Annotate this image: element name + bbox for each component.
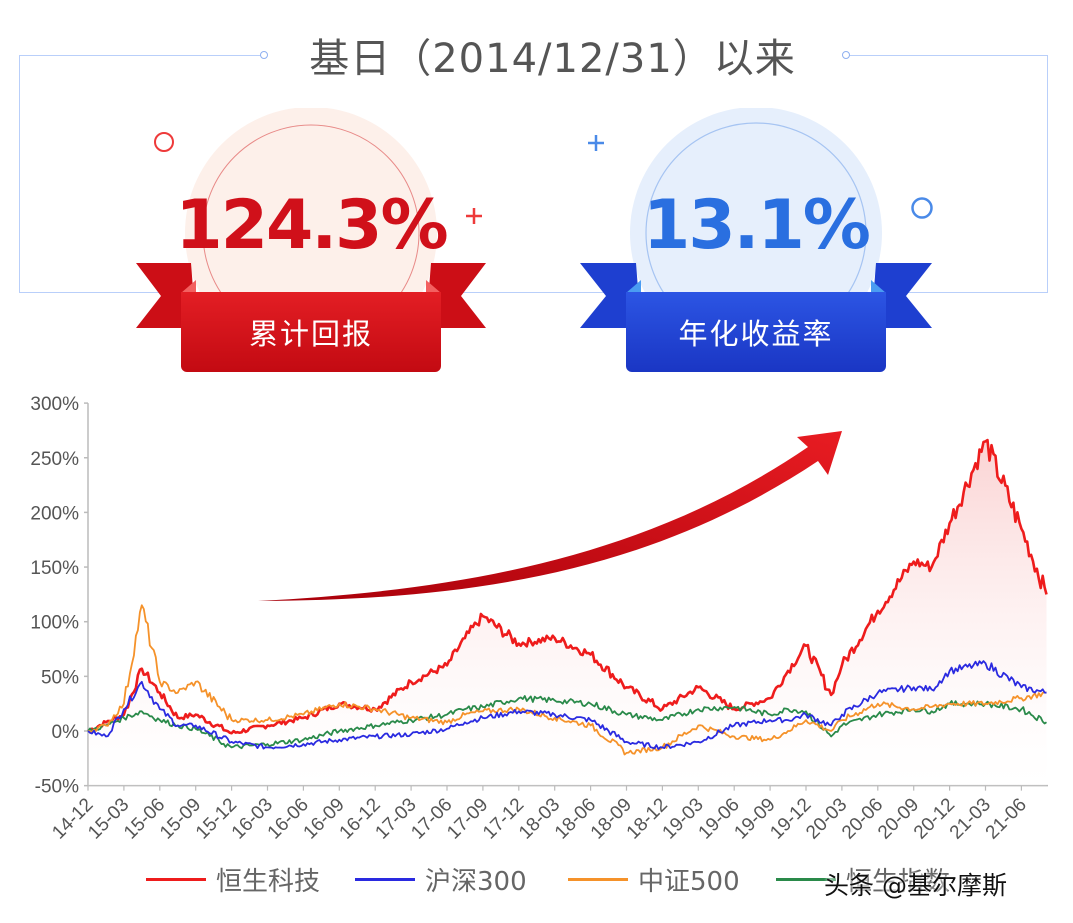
watermark: 头条 @基尔摩斯 [824,871,1007,900]
frame-top-line-right [848,55,1048,56]
y-tick-label: 150% [30,558,79,579]
x-tick-label: 18-09 [587,794,636,843]
y-tick-label: 300% [30,394,79,415]
x-tick-label: 16-12 [336,794,385,843]
page-title: 基日（2014/12/31）以来 [309,36,796,82]
y-axis: 300% 250% 200% 150% 100% 50% 0% -50% [30,394,89,798]
x-tick-label: 17-06 [407,794,456,843]
series-line-2 [88,604,1047,756]
x-tick-label: 18-03 [515,794,564,843]
plus-icon [466,208,482,224]
chart-legend: 恒生科技 沪深300 中证500 恒生指数 [0,862,1073,897]
x-tick-label: 18-06 [551,794,600,843]
x-tick-label: 16-09 [300,794,349,843]
y-tick-label: 200% [30,503,79,524]
x-tick-label: 20-12 [910,794,959,843]
cumulative-return-value: 124.3% [175,186,448,265]
x-tick-label: 20-03 [802,794,851,843]
frame-dot-right-icon [842,51,850,59]
x-tick-label: 20-06 [838,794,887,843]
legend-swatch [146,877,206,881]
y-tick-label: -50% [35,777,79,798]
plus-icon [588,135,604,151]
performance-line-chart: 300% 250% 200% 150% 100% 50% 0% -50% 14-1215-03… [30,394,1048,844]
legend-item-hsi[interactable]: 恒生指数 [776,862,951,897]
series-line-0 [87,438,1048,735]
x-tick-label: 21-03 [946,794,995,843]
legend-label: 沪深300 [425,866,527,897]
x-tick-label: 16-03 [228,794,277,843]
y-tick-label: 100% [30,613,79,634]
legend-item-csi300[interactable]: 沪深300 [355,862,527,897]
x-tick-label: 15-12 [192,794,241,843]
legend-label: 中证500 [638,866,740,897]
x-tick-label: 15-03 [84,794,133,843]
legend-item-hstech[interactable]: 恒生科技 [146,862,321,897]
annualized-return-value: 13.1% [643,186,871,265]
y-tick-label: 250% [30,449,79,470]
legend-item-csi500[interactable]: 中证500 [568,862,740,897]
cumulative-return-badge: 124.3% 累计回报 [136,108,486,373]
legend-swatch [568,877,628,881]
annualized-return-label: 年化收益率 [626,292,886,372]
x-tick-label: 17-03 [371,794,420,843]
header-frame [19,55,1048,293]
legend-label: 恒生指数 [846,866,951,897]
x-tick-label: 19-09 [730,794,779,843]
x-tick-label: 19-06 [695,794,744,843]
x-tick-label: 15-09 [156,794,205,843]
hstech-area-fill [88,440,1047,786]
legend-swatch [355,877,415,881]
y-tick-label: 50% [41,667,79,688]
y-tick-label: 0% [52,722,80,743]
ring-icon [154,132,174,152]
ring-icon [911,197,933,219]
series-line-3 [87,695,1047,750]
x-tick-label: 19-03 [659,794,708,843]
x-tick-label: 19-12 [766,794,815,843]
x-tick-label: 14-12 [48,794,97,843]
x-tick-label: 20-09 [874,794,923,843]
x-tick-label: 18-12 [623,794,672,843]
x-tick-label: 17-09 [443,794,492,843]
series-line-1 [87,660,1047,751]
up-trend-arrow-icon [258,431,842,601]
legend-label: 恒生科技 [216,866,321,897]
legend-swatch [776,877,836,881]
x-tick-label: 15-06 [120,794,169,843]
cumulative-return-label: 累计回报 [181,292,441,372]
frame-top-line-left [19,55,264,56]
frame-dot-left-icon [260,51,268,59]
annualized-return-badge: 13.1% 年化收益率 [580,108,932,373]
x-tick-label: 21-06 [982,794,1031,843]
x-tick-label: 17-12 [479,794,528,843]
x-axis: 14-1215-0315-0615-0915-1216-0316-0616-09… [48,784,1048,844]
series-layer [87,438,1048,786]
x-tick-label: 16-06 [264,794,313,843]
